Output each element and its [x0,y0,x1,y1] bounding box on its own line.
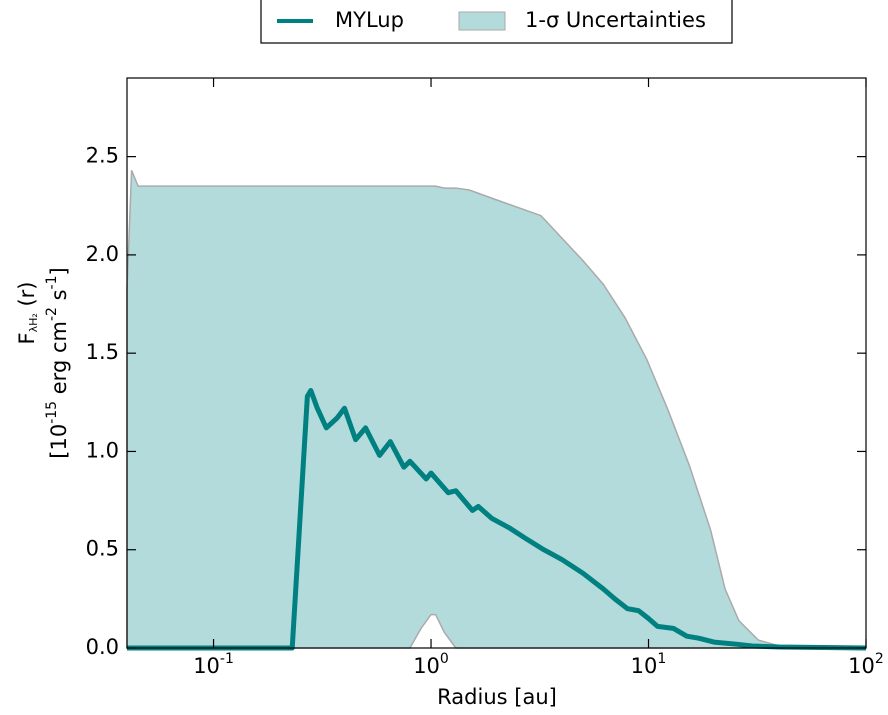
plot-frame [126,77,867,649]
tick-base: 10 [631,654,658,678]
label-part: -15 [44,401,60,424]
label-part: s [47,289,71,307]
label-part: -2 [44,307,60,321]
y-axis-label: FλH₂ (r) [15,282,40,345]
x-tick-label: 102 [848,651,884,678]
y-tick-label: 1.0 [86,438,119,462]
legend-patch [458,11,506,31]
x-tick-label: 10-1 [193,651,234,678]
legend-label: 1-σ Uncertainties [525,8,706,32]
series-line [127,388,867,651]
uncertainty-band [126,170,867,649]
y-tick-label: 0.0 [86,635,119,659]
label-part: erg cm [47,321,71,401]
y-tick-label: 2.5 [86,144,119,168]
tick-base: 10 [413,654,440,678]
y-axis-label: [10-15 erg cm-2 s-1] [44,267,71,458]
tick-exponent: 0 [440,651,449,667]
tick-exponent: 2 [875,651,884,667]
label-part: -1 [44,275,60,289]
label-part: [10 [47,424,71,459]
y-tick-label: 0.5 [86,537,119,561]
label-part: (r) [15,282,39,314]
tick-base: 10 [848,654,875,678]
tick-base: 10 [193,654,220,678]
label-part: F [15,332,39,344]
y-tick-label: 1.5 [86,340,119,364]
label-part: ] [47,267,71,275]
x-tick-label: 101 [631,651,667,678]
x-axis-label: Radius [au] [437,685,557,709]
label-part: λH₂ [27,313,40,332]
x-tick-label: 100 [413,651,449,678]
tick-exponent: -1 [220,651,234,667]
tick-exponent: 1 [657,651,666,667]
y-tick-label: 2.0 [86,242,119,266]
legend-label: MYLup [335,8,404,32]
